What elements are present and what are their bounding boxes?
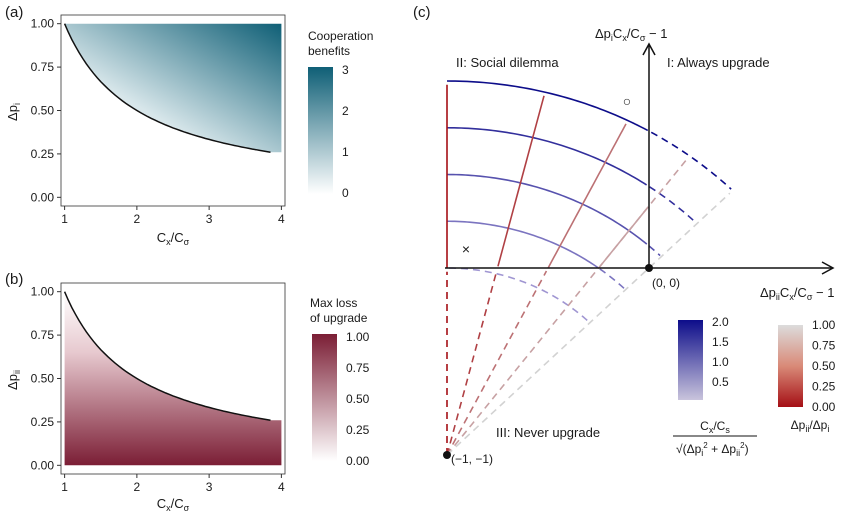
panel-a-ylabel: Δpi <box>5 103 22 121</box>
legend-tick-label: 1.5 <box>712 335 729 349</box>
panel-a-ticks: 1 2 3 4 0.00 0.25 0.50 0.75 1.00 <box>31 17 285 226</box>
panel-c: ΔpiCx/Cσ − 1 ΔpiiCx/Cσ − 1 II: Social di… <box>443 26 836 466</box>
panel-b-heat-fill <box>64 291 282 466</box>
legend-tick-label: 2 <box>342 104 349 118</box>
legend-tick-label: 0.25 <box>812 380 836 394</box>
radial-dashed <box>446 270 548 456</box>
x-tick-label: 1 <box>61 212 68 226</box>
arc-solid <box>446 173 648 245</box>
arc-dashed <box>649 186 697 223</box>
legend-tick-label: 2.0 <box>712 315 729 329</box>
arc-solid <box>446 80 649 132</box>
legend-tick-label: 0.5 <box>712 375 729 389</box>
panel-c-legend-blue-denominator: √(Δpi2 + Δpii2) <box>676 441 749 458</box>
panel-a-legend-colorbar <box>308 67 333 194</box>
x-tick-label: 4 <box>278 480 285 494</box>
arc-dashed <box>650 131 732 190</box>
origin-label: (0, 0) <box>652 276 680 290</box>
marker-circle: ○ <box>623 93 631 109</box>
panel-b-ticks: 1 2 3 4 0.00 0.25 0.50 0.75 1.00 <box>31 285 285 494</box>
legend-tick-label: 0.00 <box>812 400 836 414</box>
panel-b-boundary-curve <box>63 291 271 421</box>
panel-a-heat-fill <box>64 23 282 153</box>
arc-dashed <box>648 245 661 257</box>
radial-solid <box>547 123 627 269</box>
y-tick-label: 0.50 <box>31 104 55 118</box>
arc-dashed <box>449 267 590 323</box>
x-tick-label: 2 <box>134 212 141 226</box>
panel-c-legend-red-title: Δpii/Δpi <box>791 418 830 434</box>
panel-a-legend-title-1: Cooperation <box>308 29 373 43</box>
panel-c-legend-blue-ticks: 2.0 1.5 1.0 0.5 <box>703 315 729 389</box>
legend-tick-label: 1 <box>342 145 349 159</box>
y-tick-label: 0.50 <box>31 372 55 386</box>
panel-c-legend-blue-title: Cx/Cs <box>700 419 730 435</box>
arc-solid <box>446 126 648 186</box>
y-tick-label: 0.00 <box>31 458 55 472</box>
panel-label-c: (c) <box>413 4 431 21</box>
legend-tick-label: 1.00 <box>346 330 370 344</box>
radial-dashed <box>446 158 688 456</box>
panel-a-legend-title-2: benefits <box>308 44 350 58</box>
x-tick-label: 2 <box>134 480 141 494</box>
legend-tick-label: 0.25 <box>346 423 370 437</box>
panel-b-ylabel: Δpii <box>5 370 22 390</box>
x-tick-label: 3 <box>206 480 213 494</box>
panel-a-legend-ticks: 3 2 1 0 <box>333 63 349 200</box>
radial-solid <box>497 95 545 267</box>
panel-a-xlabel: Cx/Cσ <box>157 230 190 247</box>
panel-c-ylabel: ΔpiCx/Cσ − 1 <box>595 26 667 43</box>
y-tick-label: 0.75 <box>31 60 55 74</box>
y-tick-label: 0.75 <box>31 328 55 342</box>
panel-b-xlabel: Cx/Cσ <box>157 496 190 513</box>
panel-c-legend-red-colorbar <box>778 325 803 407</box>
panel-a-boundary-curve <box>63 23 271 153</box>
panel-b: 1 2 3 4 0.00 0.25 0.50 0.75 1.00 Cx/Cσ Δpii Max … <box>5 282 370 513</box>
marker-cross: × <box>462 241 470 257</box>
panel-c-xlabel: ΔpiiCx/Cσ − 1 <box>760 285 834 302</box>
region-label-never-upgrade: III: Never upgrade <box>496 425 600 440</box>
panel-label-a: (a) <box>5 4 23 21</box>
legend-tick-label: 3 <box>342 63 349 77</box>
panel-b-legend-title-2: of upgrade <box>310 311 368 325</box>
legend-tick-label: 0.00 <box>346 454 370 468</box>
panel-c-legend-blue-colorbar <box>678 320 703 400</box>
y-tick-label: 0.25 <box>31 147 55 161</box>
panel-c-grid-lines <box>446 80 732 456</box>
x-tick-label: 1 <box>61 480 68 494</box>
arc-dashed <box>599 268 626 290</box>
panel-b-legend-colorbar <box>312 334 337 461</box>
legend-tick-label: 0.75 <box>346 361 370 375</box>
legend-tick-label: 0.50 <box>812 359 836 373</box>
region-label-social-dilemma: II: Social dilemma <box>456 55 559 70</box>
panel-c-x-axis-arrow <box>821 261 835 275</box>
legend-tick-label: 0.50 <box>346 392 370 406</box>
legend-tick-label: 0.75 <box>812 339 836 353</box>
panel-c-y-axis-arrow <box>642 42 656 56</box>
y-tick-label: 0.25 <box>31 415 55 429</box>
radial-dashed <box>446 192 731 456</box>
y-tick-label: 1.00 <box>31 17 55 31</box>
legend-tick-label: 1.00 <box>812 318 836 332</box>
legend-tick-label: 0 <box>342 186 349 200</box>
radial-dashed <box>446 269 498 456</box>
corner-point <box>443 451 451 459</box>
corner-label: (−1, −1) <box>451 452 493 466</box>
panel-c-legend-red-ticks: 1.00 0.75 0.50 0.25 0.00 <box>803 318 836 414</box>
panel-b-legend-title-1: Max loss <box>310 296 357 310</box>
panel-label-b: (b) <box>5 271 23 288</box>
legend-tick-label: 1.0 <box>712 355 729 369</box>
origin-point <box>645 264 653 272</box>
x-tick-label: 4 <box>278 212 285 226</box>
panel-b-legend-ticks: 1.00 0.75 0.50 0.25 0.00 <box>337 330 370 468</box>
region-label-always-upgrade: I: Always upgrade <box>667 55 770 70</box>
panel-a: 1 2 3 4 0.00 0.25 0.50 0.75 1.00 Cx/Cσ Δpi Coope… <box>5 14 373 247</box>
x-tick-label: 3 <box>206 212 213 226</box>
y-tick-label: 0.00 <box>31 190 55 204</box>
arc-solid <box>446 220 599 269</box>
y-tick-label: 1.00 <box>31 285 55 299</box>
